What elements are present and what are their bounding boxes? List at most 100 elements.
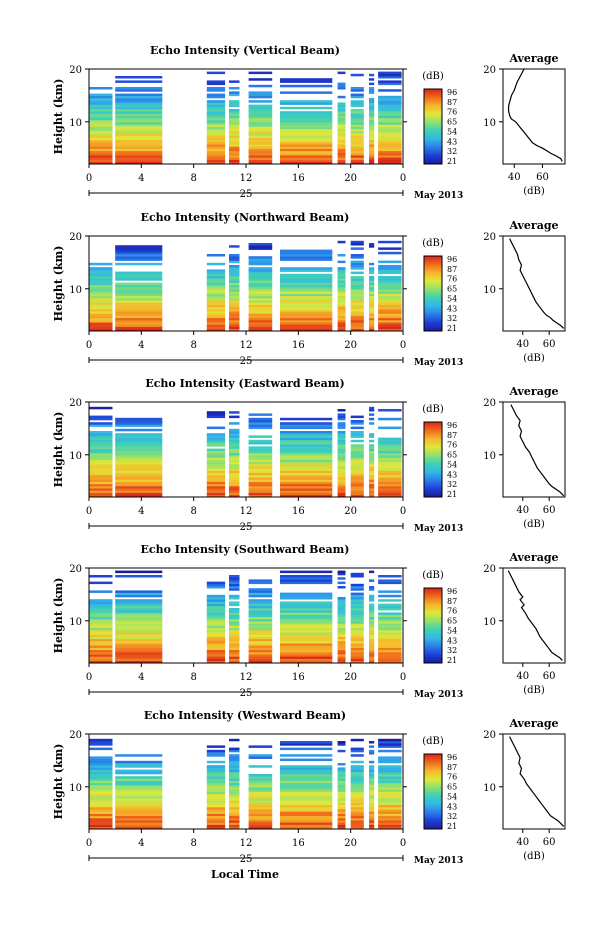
heatmap-row xyxy=(248,84,273,88)
heatmap-row xyxy=(115,760,163,764)
heatmap-row xyxy=(89,747,113,751)
heatmap-row xyxy=(115,468,163,471)
heatmap-row xyxy=(115,326,163,330)
avg-x-axis-label: (dB) xyxy=(523,353,545,364)
heatmap-row xyxy=(369,579,375,582)
heatmap-row xyxy=(89,789,113,792)
heatmap-row xyxy=(115,109,163,112)
x-tick-label: 16 xyxy=(292,838,305,849)
heatmap-row xyxy=(280,782,333,786)
heatmap-row xyxy=(280,157,333,160)
heatmap-row xyxy=(206,490,226,493)
heatmap-row xyxy=(229,630,240,633)
heatmap-row xyxy=(280,311,333,314)
heatmap-row xyxy=(206,122,226,125)
heatmap-row xyxy=(248,247,273,250)
heatmap-row xyxy=(89,298,113,301)
heatmap-row xyxy=(89,122,113,125)
heatmap-row xyxy=(248,95,273,99)
heatmap-row xyxy=(115,159,163,163)
heatmap-row xyxy=(369,798,375,801)
heatmap-row xyxy=(89,490,113,493)
heatmap-row xyxy=(337,324,346,327)
heatmap-row xyxy=(378,780,402,784)
heatmap-row xyxy=(378,594,402,598)
heatmap-row xyxy=(280,322,333,325)
heatmap-row xyxy=(229,87,240,90)
heatmap-row xyxy=(89,811,113,814)
heatmap-row xyxy=(280,630,333,633)
heatmap-row xyxy=(337,437,346,441)
heatmap-row xyxy=(378,632,402,635)
heatmap-row xyxy=(280,298,333,301)
heatmap-row xyxy=(378,265,402,268)
heatmap-row xyxy=(229,621,240,624)
heatmap-row xyxy=(350,109,364,112)
heatmap-row xyxy=(369,139,375,143)
heatmap-row xyxy=(89,483,113,487)
heatmap-row xyxy=(115,98,163,101)
heatmap-row xyxy=(115,273,163,277)
heatmap-row xyxy=(89,111,113,114)
heatmap-row xyxy=(206,581,226,585)
heatmap-row xyxy=(89,627,113,631)
x-tick-label: 12 xyxy=(240,838,253,849)
heatmap-row xyxy=(229,800,240,803)
heatmap-row xyxy=(280,616,333,620)
heatmap-row xyxy=(115,298,163,301)
heatmap-row xyxy=(229,93,240,97)
heatmap-row xyxy=(369,146,375,149)
heatmap-row xyxy=(280,605,333,609)
heatmap-row xyxy=(369,603,375,607)
y-tick-label: 10 xyxy=(69,617,82,628)
heatmap-row xyxy=(350,461,364,465)
heatmap-row xyxy=(89,630,113,633)
heatmap-row xyxy=(115,481,163,485)
heatmap-row xyxy=(248,280,273,283)
heatmap-row xyxy=(337,106,346,110)
heatmap-row xyxy=(350,818,364,821)
colorbar xyxy=(423,88,443,165)
heatmap-row xyxy=(206,133,226,136)
heatmap-row xyxy=(337,621,346,624)
heatmap-row xyxy=(115,435,163,438)
heatmap-row xyxy=(206,464,226,467)
heatmap-row xyxy=(378,326,402,330)
heatmap-row xyxy=(115,433,163,436)
heatmap-row xyxy=(350,433,364,436)
x-tick-label: 16 xyxy=(292,506,305,517)
heatmap-row xyxy=(229,133,240,136)
heatmap-row xyxy=(378,811,402,814)
heatmap-row xyxy=(206,466,226,469)
colorbar-tick-label: 65 xyxy=(447,617,457,626)
heatmap-row xyxy=(350,137,364,141)
heatmap-row xyxy=(89,778,113,781)
heatmap-row xyxy=(206,627,226,631)
heatmap-row xyxy=(280,570,333,574)
heatmap-row xyxy=(369,594,375,598)
heatmap-row xyxy=(337,159,346,163)
heatmap-row xyxy=(229,785,240,788)
heatmap-row xyxy=(337,494,346,498)
heatmap-row xyxy=(369,815,375,819)
average-frame xyxy=(502,68,566,165)
heatmap-row xyxy=(89,660,113,664)
heatmap-row xyxy=(350,153,364,156)
heatmap-row xyxy=(206,450,226,454)
heatmap-row xyxy=(280,811,333,814)
heatmap-row xyxy=(350,813,364,817)
heatmap-row xyxy=(206,315,226,319)
heatmap-row xyxy=(369,243,375,246)
heatmap-row xyxy=(350,100,364,103)
average-frame xyxy=(502,733,566,830)
heatmap-row xyxy=(89,758,113,762)
heatmap-row xyxy=(378,789,402,792)
heatmap-row xyxy=(337,139,346,143)
heatmap-row xyxy=(280,461,333,465)
heatmap-row xyxy=(369,148,375,152)
heatmap-row xyxy=(369,413,375,416)
heatmap-row xyxy=(378,599,402,602)
panel-2: Echo Intensity (Northward Beam)1020Heigh… xyxy=(52,211,566,368)
heatmap-row xyxy=(369,492,375,496)
heatmap-row xyxy=(378,293,402,297)
